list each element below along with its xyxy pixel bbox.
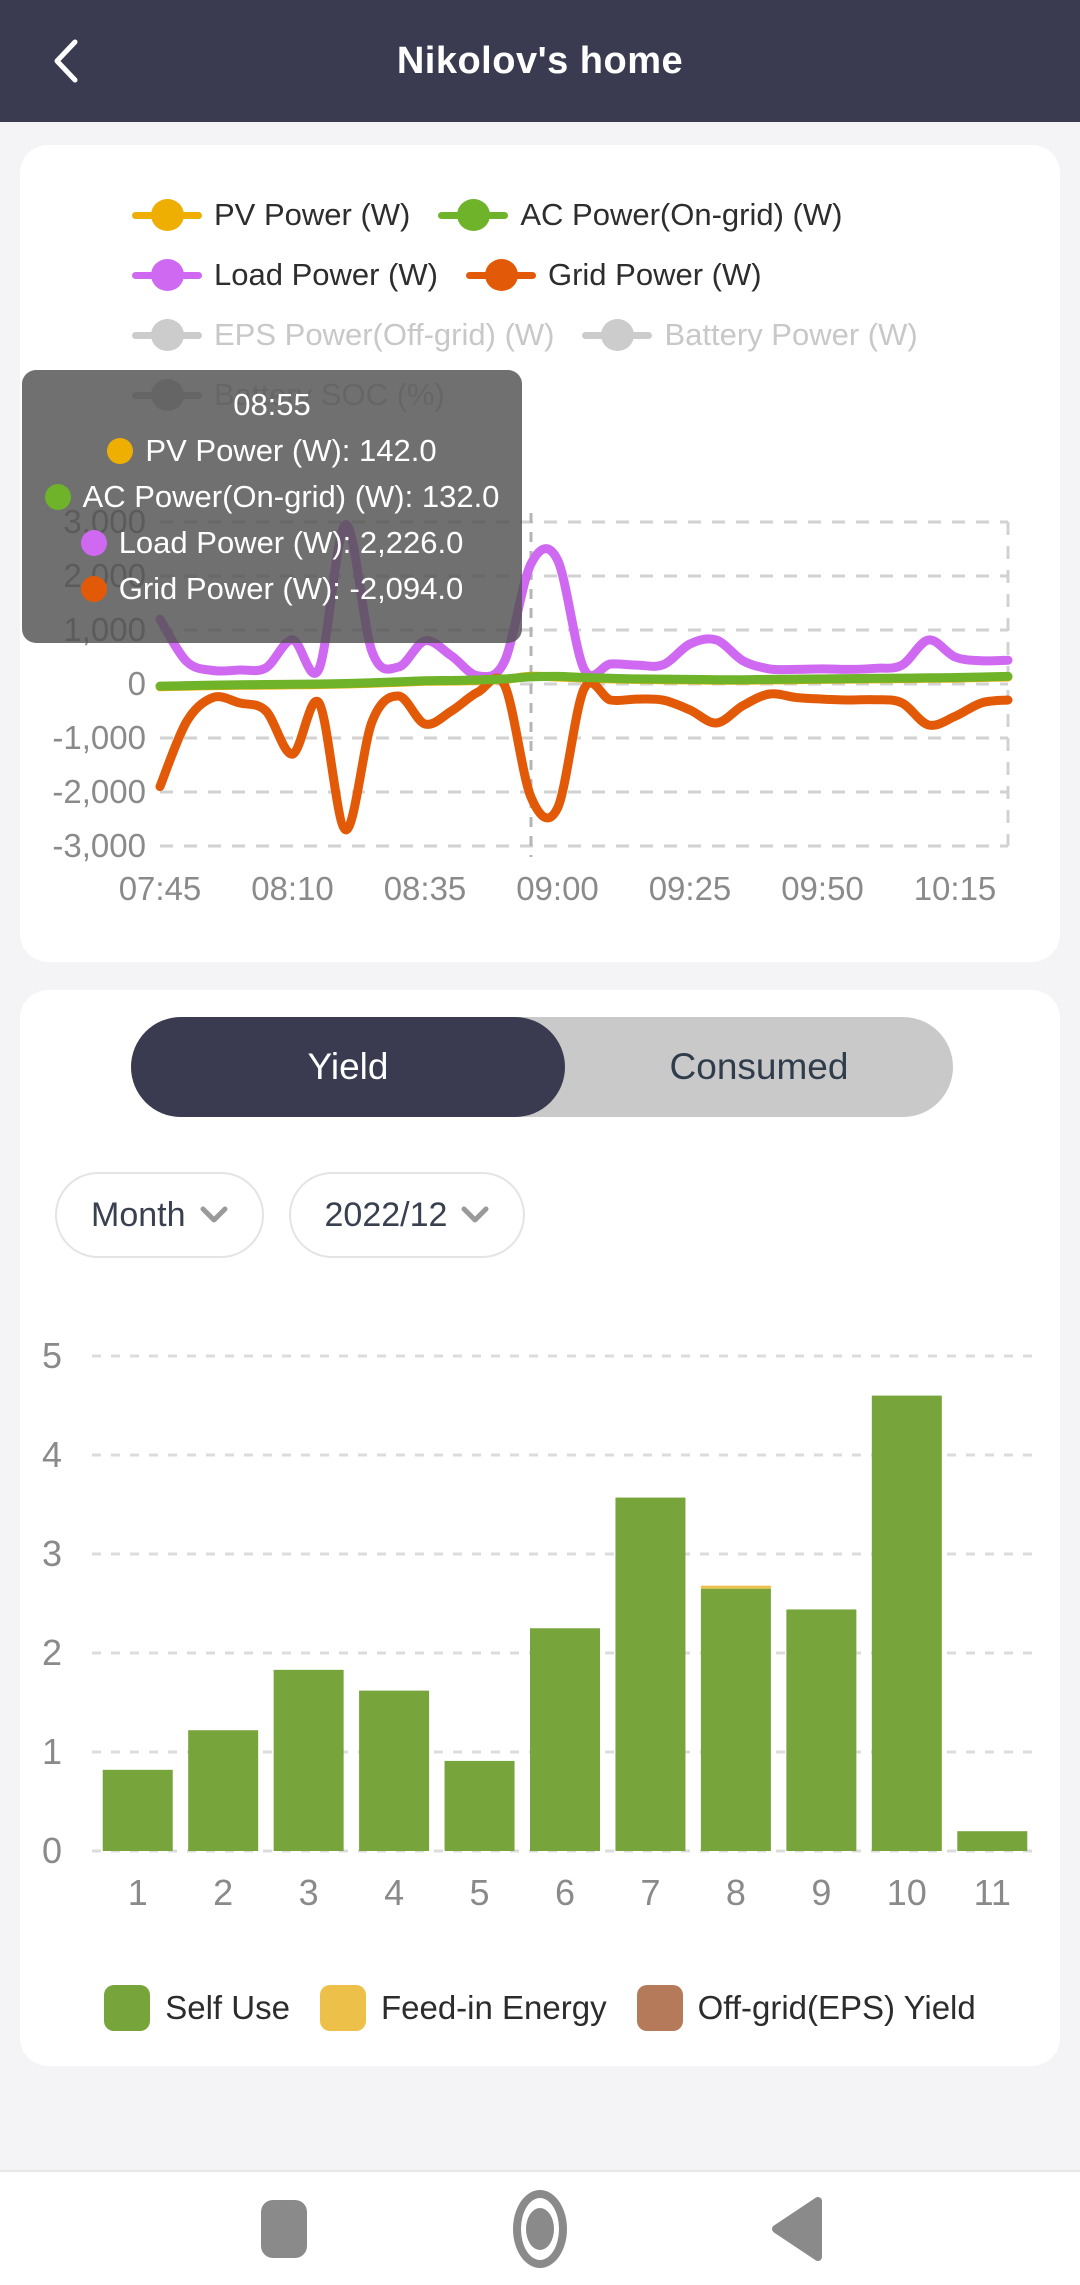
app-header: Nikolov's home (0, 0, 1080, 122)
series-dot-icon (80, 530, 107, 556)
back-nav-button[interactable] (768, 2189, 824, 2269)
line-series-icon (132, 199, 202, 231)
recents-square-icon (261, 2199, 307, 2258)
svg-text:1: 1 (42, 1731, 62, 1772)
tab-consumed[interactable]: Consumed (669, 1046, 849, 1087)
legend-item[interactable]: AC Power(On-grid) (W) (438, 197, 842, 233)
legend-swatch-icon (104, 1985, 151, 2031)
power-chart-legend: PV Power (W) AC Power(On-grid) (W) Load Po… (20, 185, 1060, 425)
chevron-down-icon (200, 1206, 227, 1223)
svg-text:2: 2 (213, 1872, 233, 1913)
svg-text:5: 5 (42, 1335, 62, 1376)
series-dot-icon (107, 438, 134, 464)
energy-card: Yield Consumed Month 2022/12 0 1 2 3 4 5 1 2 3 4 5… (20, 990, 1060, 2066)
tab-yield[interactable]: Yield (131, 1017, 565, 1117)
tooltip-time: 08:55 (233, 387, 311, 422)
bar-chart-legend: Self Use Feed-in Energy Off-grid(EPS) Yiel… (20, 1985, 1060, 2031)
svg-text:0: 0 (42, 1830, 62, 1871)
bar-legend-item[interactable]: Self Use (104, 1985, 290, 2031)
filter-row: Month 2022/12 (55, 1172, 526, 1258)
tooltip-row: AC Power(On-grid) (W): 132.0 (22, 474, 522, 520)
yield-bar-chart[interactable]: 0 1 2 3 4 5 1 2 3 4 5 6 7 8 9 10 11 (20, 1320, 1060, 1920)
tooltip-row: Grid Power (W): -2,094.0 (22, 566, 522, 612)
power-chart-card: PV Power (W) AC Power(On-grid) (W) Load Po… (20, 145, 1060, 962)
svg-text:09:50: 09:50 (781, 870, 864, 907)
legend-label: EPS Power(Off-grid) (W) (214, 317, 555, 352)
legend-item[interactable]: EPS Power(Off-grid) (W) (132, 317, 554, 353)
back-button[interactable] (44, 33, 88, 89)
chart-tooltip: 08:55 PV Power (W): 142.0 AC Power(On-gri… (22, 370, 522, 643)
line-series-icon (582, 319, 653, 351)
svg-text:-1,000: -1,000 (52, 719, 146, 756)
bar-legend-item[interactable]: Feed-in Energy (319, 1985, 607, 2031)
chevron-down-icon (461, 1206, 489, 1223)
svg-text:7: 7 (640, 1872, 660, 1913)
svg-text:4: 4 (384, 1872, 404, 1913)
svg-text:8: 8 (726, 1872, 746, 1913)
legend-row: EPS Power(Off-grid) (W) Battery Power (W) (20, 305, 1060, 365)
legend-item[interactable]: Grid Power (W) (465, 257, 762, 293)
line-series-icon (132, 319, 202, 351)
legend-label: Load Power (W) (214, 257, 438, 292)
series-dot-icon (44, 484, 71, 510)
svg-text:09:00: 09:00 (516, 870, 599, 907)
legend-item[interactable]: Battery Power (W) (582, 317, 918, 353)
svg-text:08:10: 08:10 (251, 870, 334, 907)
svg-text:10:15: 10:15 (914, 870, 997, 907)
android-nav-bar (0, 2170, 1080, 2285)
legend-label: Grid Power (W) (547, 257, 762, 292)
svg-text:3: 3 (42, 1533, 62, 1574)
date-select[interactable]: 2022/12 (288, 1172, 526, 1258)
legend-row: Load Power (W) Grid Power (W) (20, 245, 1060, 305)
svg-text:0: 0 (128, 665, 146, 702)
series-dot-icon (80, 576, 107, 602)
date-select-value: 2022/12 (324, 1195, 448, 1234)
recents-button[interactable] (256, 2189, 312, 2269)
home-circle-icon (513, 2189, 567, 2268)
line-series-icon (132, 259, 202, 291)
home-button[interactable] (512, 2189, 568, 2269)
tooltip-row: Load Power (W): 2,226.0 (22, 520, 522, 566)
svg-text:2: 2 (42, 1632, 62, 1673)
back-triangle-icon (772, 2196, 822, 2261)
svg-text:-3,000: -3,000 (52, 827, 146, 864)
svg-text:07:45: 07:45 (119, 870, 202, 907)
svg-text:4: 4 (42, 1434, 62, 1475)
svg-text:11: 11 (974, 1872, 1011, 1913)
legend-label: Battery Power (W) (664, 317, 918, 352)
period-select-value: Month (91, 1195, 186, 1234)
legend-item[interactable]: PV Power (W) (132, 197, 410, 233)
legend-label: AC Power(On-grid) (W) (520, 197, 843, 232)
svg-text:3: 3 (299, 1872, 319, 1913)
chevron-left-icon (54, 39, 78, 83)
bar-legend-label: Off-grid(EPS) Yield (697, 1989, 976, 2026)
legend-label: PV Power (W) (214, 197, 411, 232)
svg-text:10: 10 (887, 1872, 927, 1913)
svg-text:6: 6 (555, 1872, 575, 1913)
legend-item[interactable]: Load Power (W) (132, 257, 438, 293)
svg-text:1: 1 (128, 1872, 148, 1913)
bar-legend-label: Feed-in Energy (380, 1989, 607, 2026)
period-select[interactable]: Month (55, 1172, 264, 1258)
legend-row: PV Power (W) AC Power(On-grid) (W) (20, 185, 1060, 245)
page-title: Nikolov's home (396, 39, 684, 82)
svg-text:9: 9 (811, 1872, 831, 1913)
legend-swatch-icon (319, 1985, 366, 2031)
tooltip-items: PV Power (W): 142.0 AC Power(On-grid) (W)… (22, 428, 522, 612)
yield-consumed-toggle: Yield Consumed (131, 1017, 953, 1117)
legend-swatch-icon (636, 1985, 683, 2031)
svg-text:09:25: 09:25 (649, 870, 732, 907)
line-series-icon (465, 259, 536, 291)
bar-legend-label: Self Use (165, 1989, 290, 2026)
bar-legend-item[interactable]: Off-grid(EPS) Yield (636, 1985, 976, 2031)
svg-text:08:35: 08:35 (384, 870, 467, 907)
svg-text:5: 5 (470, 1872, 490, 1913)
svg-text:-2,000: -2,000 (52, 773, 146, 810)
tooltip-row: PV Power (W): 142.0 (22, 428, 522, 474)
line-series-icon (438, 199, 509, 231)
